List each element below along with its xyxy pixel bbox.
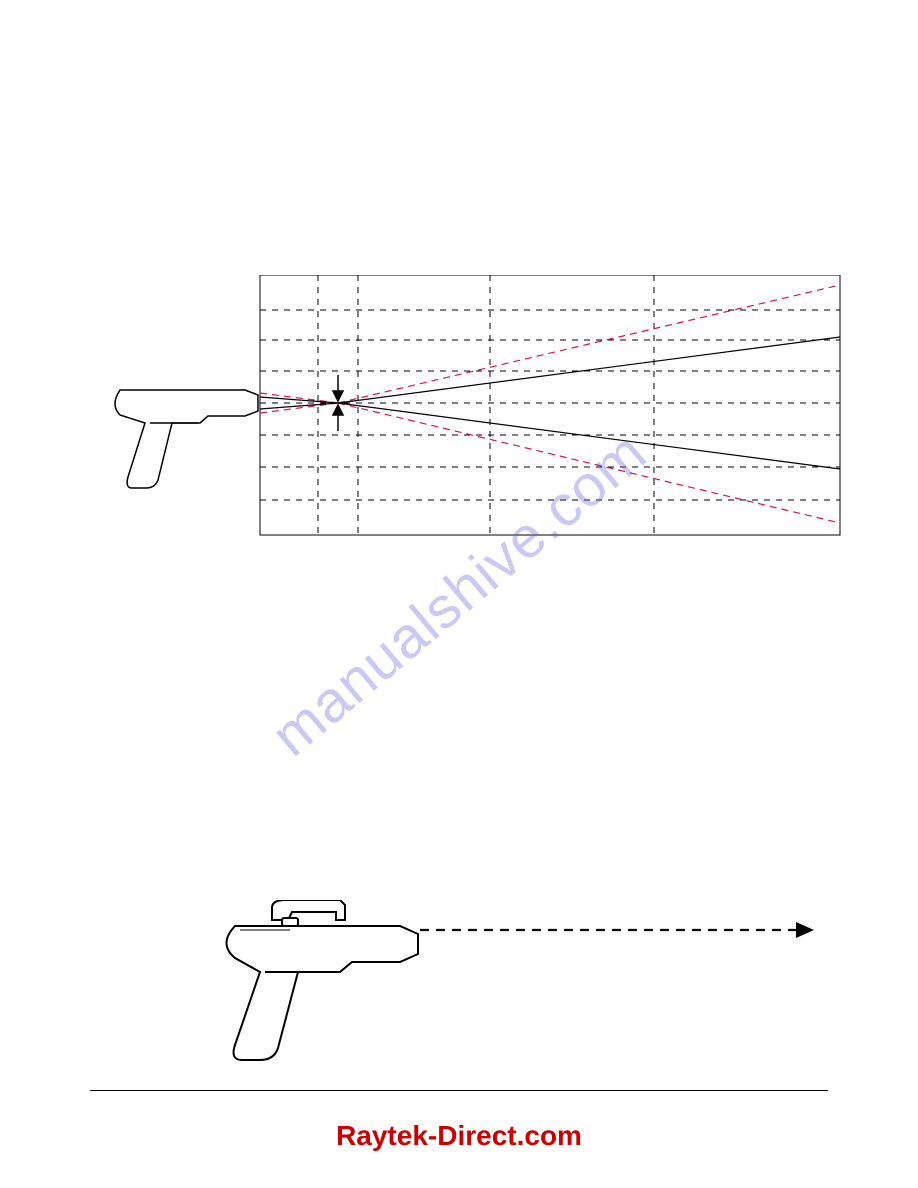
chart-border [260, 275, 840, 535]
grid-horizontal [260, 310, 840, 500]
ir-thermometer-scope-icon [227, 900, 419, 1060]
ir-thermometer-icon [115, 390, 258, 488]
footer-divider [90, 1090, 828, 1091]
scope-diagram [90, 900, 830, 1070]
sightline-arrow [420, 922, 814, 938]
optical-diagram [90, 275, 850, 555]
footer-brand: Raytek-Direct.com [0, 1120, 918, 1152]
grid-vertical [318, 275, 654, 535]
